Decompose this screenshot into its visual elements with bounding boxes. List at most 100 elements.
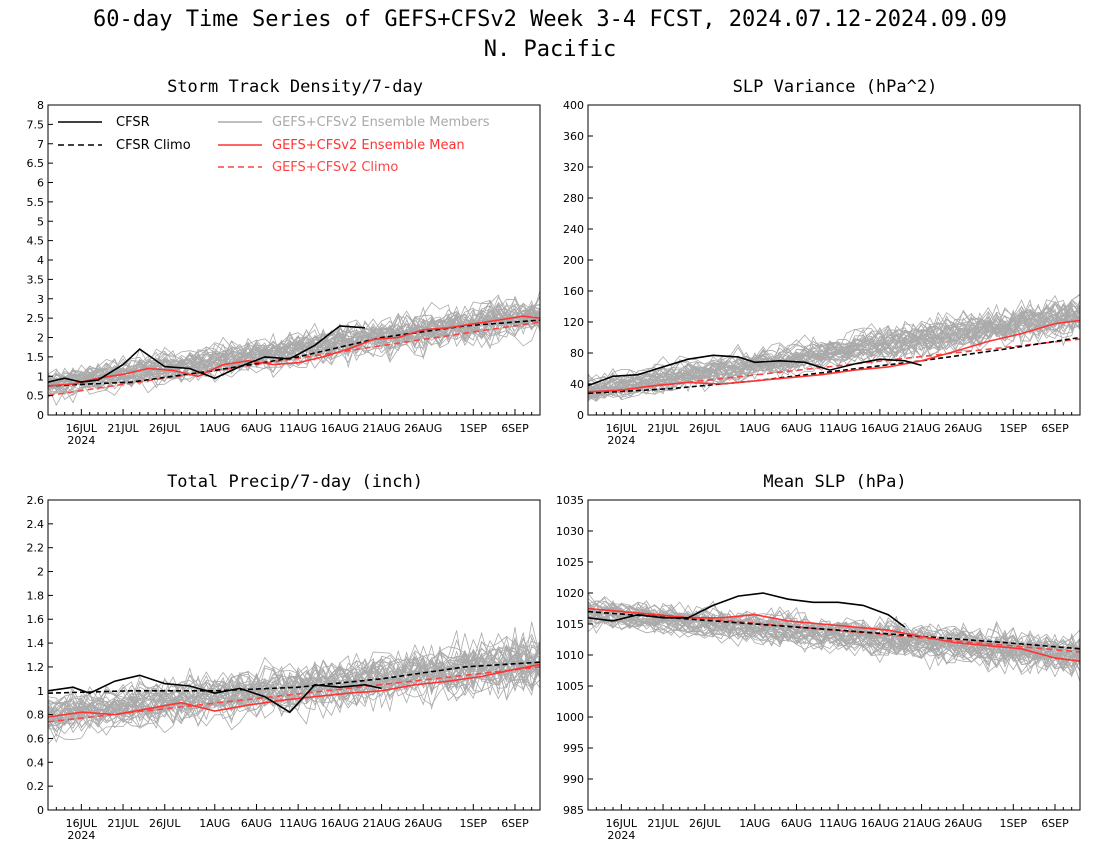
y-tick-label: 1.2 xyxy=(27,661,45,674)
x-tick-label: 21JUL xyxy=(647,422,679,435)
x-tick-label: 1AUG xyxy=(199,817,230,830)
x-tick-label: 26JUL xyxy=(689,422,721,435)
member-line xyxy=(588,593,1080,656)
x-tick-label: 6SEP xyxy=(1041,422,1069,435)
figure-subtitle: N. Pacific xyxy=(484,37,616,62)
member-line xyxy=(588,313,1080,393)
x-tick-label: 1SEP xyxy=(459,817,487,830)
panel-storm-track-density: Storm Track Density/7-day 0 0.5 1 1.5 2 2.5 3 3… xyxy=(27,77,541,447)
legend-label-cfsr: CFSR xyxy=(116,115,150,130)
panel-title: Mean SLP (hPa) xyxy=(763,472,906,492)
panel-total-precip: Total Precip/7-day (inch) 0 0.2 0.4 0.6 0.8 1… xyxy=(27,472,541,842)
x-tick-label: 11AUG xyxy=(279,422,317,435)
y-tick-label: 1010 xyxy=(556,649,584,662)
y-tick-label: 0.5 xyxy=(27,390,45,403)
y-tick-label: 280 xyxy=(563,192,584,205)
member-line xyxy=(588,608,1080,673)
y-tick-label: 0.8 xyxy=(27,709,45,722)
series-cfsr-climo xyxy=(588,336,1080,395)
x-tick-label: 11AUG xyxy=(819,422,857,435)
x-tick-label: 26AUG xyxy=(404,817,442,830)
y-tick-label: 8 xyxy=(37,99,44,112)
y-tick-label: 1 xyxy=(37,370,44,383)
y-tick-label: 7 xyxy=(37,138,44,151)
member-line xyxy=(48,295,540,388)
y-tick-label: 4.5 xyxy=(27,235,45,248)
y-tick-label: 1.8 xyxy=(27,589,45,602)
x-tick-label: 16JUL xyxy=(606,422,638,435)
series-cfsr xyxy=(588,592,906,628)
series-gefs-cfsv2-ensemble-mean xyxy=(48,663,540,718)
y-tick-label: 120 xyxy=(563,316,584,329)
x-tick-label: 11AUG xyxy=(279,817,317,830)
x-year-label: 2024 xyxy=(67,434,95,447)
member-line xyxy=(588,300,1080,390)
x-tick-label: 16AUG xyxy=(861,422,899,435)
x-tick-label: 21JUL xyxy=(107,422,139,435)
x-tick-label: 26AUG xyxy=(944,422,982,435)
x-tick-label: 21AUG xyxy=(903,422,941,435)
y-tick-label: 2 xyxy=(37,332,44,345)
x-tick-label: 21JUL xyxy=(647,817,679,830)
ensemble-members xyxy=(588,593,1080,682)
y-tick-label: 0.2 xyxy=(27,780,45,793)
legend-label-cfsr-climo: CFSR Climo xyxy=(116,138,191,153)
legend-label-ens-climo: GEFS+CFSv2 Climo xyxy=(272,160,398,175)
member-line xyxy=(588,613,1080,676)
y-tick-label: 1.4 xyxy=(27,637,45,650)
panel-slp-variance: SLP Variance (hPa^2) 0 40 80 120 160 200 240 28… xyxy=(563,77,1081,447)
x-tick-label: 26AUG xyxy=(404,422,442,435)
x-year-label: 2024 xyxy=(607,829,635,842)
member-line xyxy=(588,305,1080,397)
ensemble-members xyxy=(48,290,540,406)
member-line xyxy=(588,603,1080,669)
member-line xyxy=(588,619,1080,675)
y-tick-label: 400 xyxy=(563,99,584,112)
member-line xyxy=(48,648,540,738)
member-line xyxy=(48,310,540,396)
member-line xyxy=(48,630,540,717)
x-tick-label: 6SEP xyxy=(1041,817,1069,830)
x-tick-label: 1SEP xyxy=(999,817,1027,830)
member-line xyxy=(48,643,540,714)
x-tick-label: 16JUL xyxy=(66,422,98,435)
y-tick-label: 1.6 xyxy=(27,613,45,626)
member-line xyxy=(48,305,540,387)
y-tick-label: 200 xyxy=(563,254,584,267)
series-cfsr-climo xyxy=(48,661,540,694)
x-year-label: 2024 xyxy=(607,434,635,447)
y-tick-label: 3.5 xyxy=(27,273,45,286)
member-line xyxy=(48,305,540,387)
y-tick-label: 1005 xyxy=(556,680,584,693)
y-tick-label: 1030 xyxy=(556,525,584,538)
x-tick-label: 16JUL xyxy=(66,817,98,830)
y-tick-label: 1025 xyxy=(556,556,584,569)
plot-frame xyxy=(47,499,541,811)
member-line xyxy=(48,300,540,391)
y-tick-label: 5 xyxy=(37,215,44,228)
series-cfsr-climo xyxy=(48,319,540,387)
y-tick-label: 995 xyxy=(563,742,584,755)
panel-title: Storm Track Density/7-day xyxy=(167,77,423,97)
y-tick-label: 2.2 xyxy=(27,542,45,555)
member-line xyxy=(48,645,540,721)
member-line xyxy=(48,639,540,717)
y-tick-label: 6.5 xyxy=(27,157,45,170)
series-gefs-cfsv2-ensemble-mean xyxy=(588,607,1080,662)
y-tick-label: 2.4 xyxy=(27,518,45,531)
y-tick-label: 7.5 xyxy=(27,118,45,131)
y-tick-label: 240 xyxy=(563,223,584,236)
y-tick-label: 985 xyxy=(563,804,584,817)
x-tick-label: 1SEP xyxy=(999,422,1027,435)
x-tick-label: 16AUG xyxy=(861,817,899,830)
member-line xyxy=(48,633,540,706)
x-tick-label: 16AUG xyxy=(321,817,359,830)
x-tick-label: 16AUG xyxy=(321,422,359,435)
x-tick-label: 6AUG xyxy=(781,422,812,435)
y-tick-label: 5.5 xyxy=(27,196,45,209)
series-gefs-cfsv2-ensemble-mean xyxy=(588,319,1080,393)
y-tick-label: 1 xyxy=(37,685,44,698)
x-tick-label: 26JUL xyxy=(149,422,181,435)
member-line xyxy=(48,654,540,727)
